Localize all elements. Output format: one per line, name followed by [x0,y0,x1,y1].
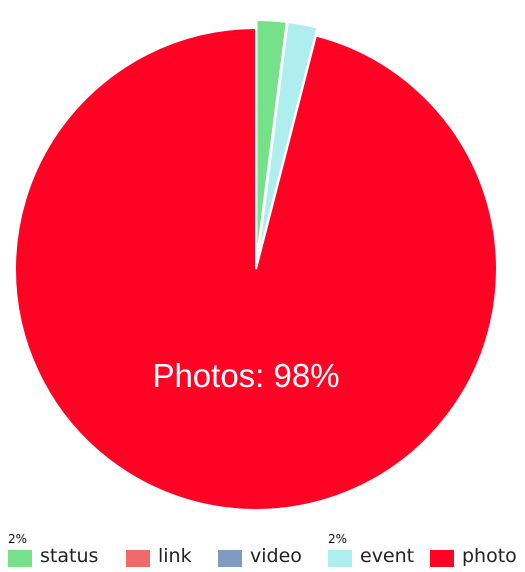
legend-percent-event: 2% [328,532,348,546]
legend-swatch-event [328,550,352,567]
legend-swatch-status [8,550,32,567]
pie-center-label: Photos: 98% [152,357,339,394]
pie-slice-status[interactable] [255,19,288,262]
legend-swatch-video [218,550,242,567]
legend-swatch-photo [430,550,454,567]
pie-slice-photo[interactable] [14,26,498,511]
legend-label-video: video [250,545,302,567]
legend: 2% status link video 2% event photo [8,532,520,568]
legend-label-photo: photo [462,545,517,567]
legend-label-event: event [360,545,415,567]
pie-chart: Photos: 98% [14,19,498,511]
legend-swatch-link [126,550,150,567]
legend-label-link: link [158,545,192,567]
legend-percent-status: 2% [8,532,28,546]
pie-slices [14,19,498,511]
legend-label-status: status [40,545,99,567]
